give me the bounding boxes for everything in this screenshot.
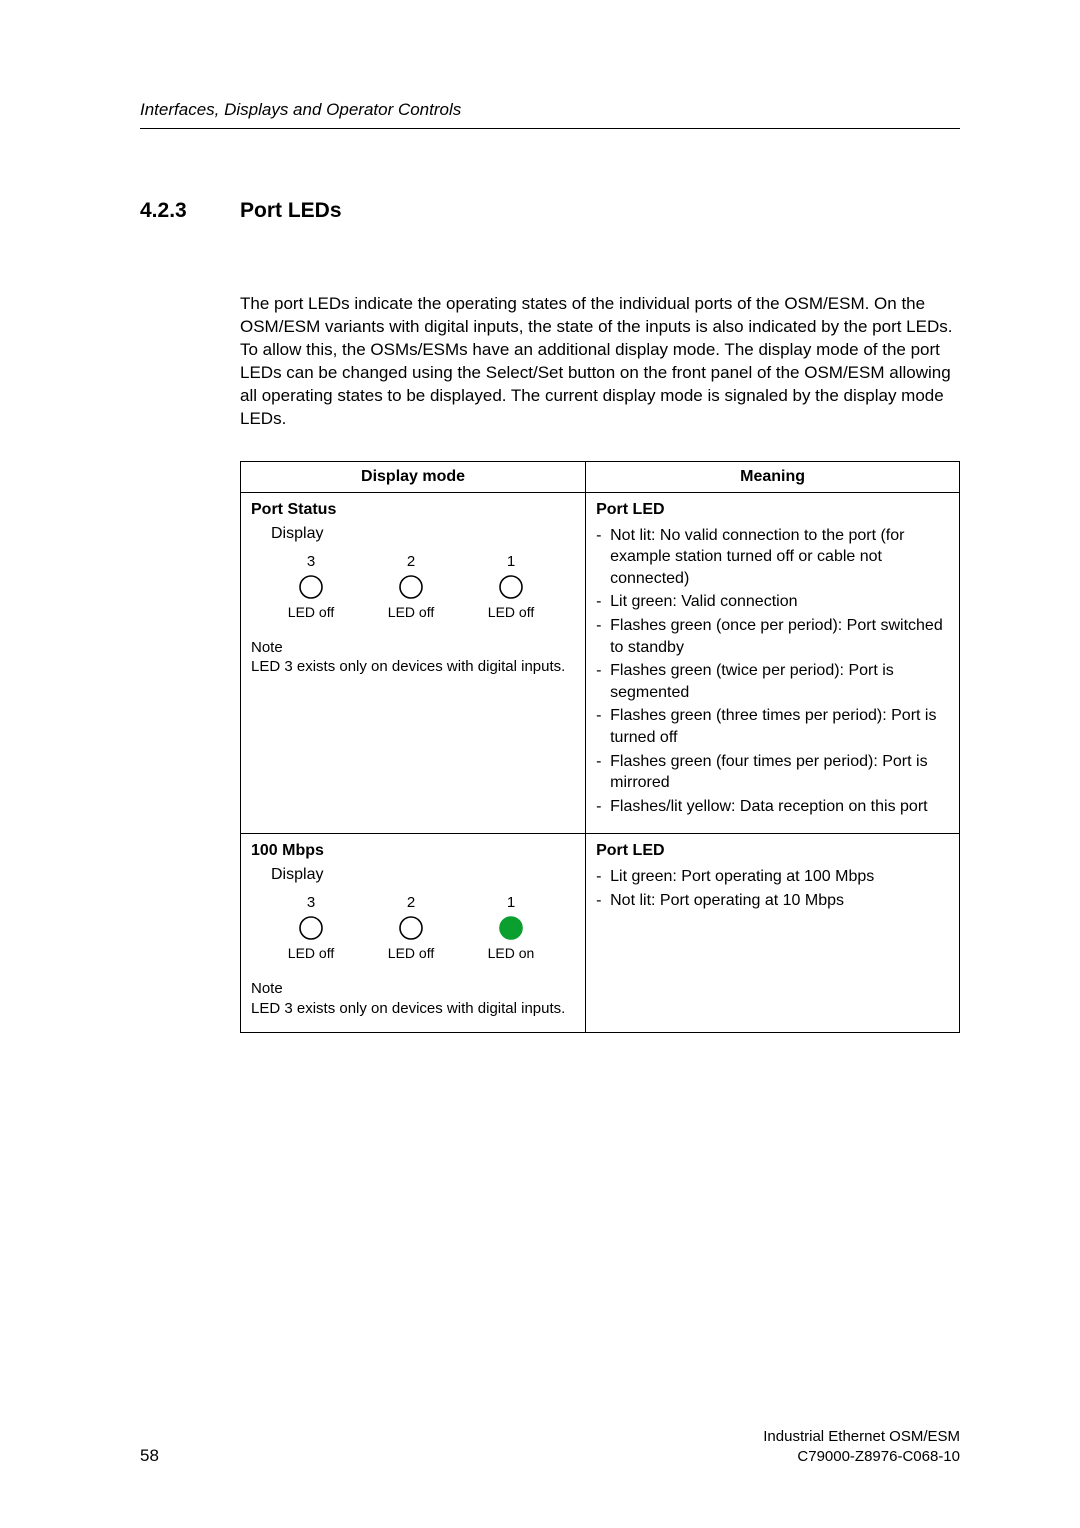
led-number: 1 <box>507 894 515 911</box>
meaning-item: -Flashes green (twice per period): Port … <box>596 660 949 703</box>
note-block: Note LED 3 exists only on devices with d… <box>251 979 575 1018</box>
led-row: 3 LED off 2 LED off 1 LED off <box>281 553 575 620</box>
led-caption: LED off <box>288 604 334 620</box>
note-label: Note <box>251 638 575 658</box>
led-icon <box>498 915 524 941</box>
led-icon <box>398 574 424 600</box>
display-label: Display <box>271 866 575 884</box>
meaning-text: Not lit: No valid connection to the port… <box>610 525 949 590</box>
led-icon <box>498 574 524 600</box>
dash-icon: - <box>596 615 610 658</box>
table-header-meaning: Meaning <box>586 461 960 492</box>
section-heading: 4.2.3Port LEDs <box>140 199 960 223</box>
section-number: 4.2.3 <box>140 199 240 223</box>
page-footer: 58 Industrial Ethernet OSM/ESM C79000-Z8… <box>140 1427 960 1466</box>
section-title: Port LEDs <box>240 199 342 222</box>
led-column: 3 LED off <box>281 553 341 620</box>
led-column: 3 LED off <box>281 894 341 961</box>
table-header-row: Display mode Meaning <box>241 461 960 492</box>
mode-title: Port Status <box>251 501 575 519</box>
led-caption: LED off <box>388 945 434 961</box>
dash-icon: - <box>596 525 610 590</box>
display-mode-table: Display mode Meaning Port Status Display… <box>240 461 960 1034</box>
note-block: Note LED 3 exists only on devices with d… <box>251 638 575 677</box>
display-mode-cell: Port Status Display 3 LED off 2 LED off … <box>241 492 586 834</box>
footer-docid: C79000-Z8976-C068-10 <box>763 1447 960 1467</box>
meaning-item: -Flashes green (four times per period): … <box>596 751 949 794</box>
led-icon <box>298 574 324 600</box>
meaning-text: Flashes green (once per period): Port sw… <box>610 615 949 658</box>
led-icon <box>398 915 424 941</box>
meaning-item: -Flashes/lit yellow: Data reception on t… <box>596 796 949 818</box>
meaning-text: Flashes green (twice per period): Port i… <box>610 660 949 703</box>
dash-icon: - <box>596 796 610 818</box>
meaning-text: Flashes/lit yellow: Data reception on th… <box>610 796 949 818</box>
content-block: The port LEDs indicate the operating sta… <box>240 293 960 1033</box>
led-column: 2 LED off <box>381 553 441 620</box>
display-mode-cell: 100 Mbps Display 3 LED off 2 LED off 1 L… <box>241 834 586 1033</box>
led-column: 1 LED off <box>481 553 541 620</box>
meaning-cell: Port LED -Not lit: No valid connection t… <box>586 492 960 834</box>
led-caption: LED on <box>488 945 535 961</box>
led-number: 2 <box>407 894 415 911</box>
meaning-item: -Lit green: Port operating at 100 Mbps <box>596 866 949 888</box>
display-label: Display <box>271 525 575 543</box>
led-number: 3 <box>307 553 315 570</box>
meaning-title: Port LED <box>596 501 949 519</box>
led-row: 3 LED off 2 LED off 1 LED on <box>281 894 575 961</box>
page: Interfaces, Displays and Operator Contro… <box>0 0 1080 1528</box>
note-text: LED 3 exists only on devices with digita… <box>251 657 575 677</box>
led-column: 1 LED on <box>481 894 541 961</box>
dash-icon: - <box>596 866 610 888</box>
led-caption: LED off <box>488 604 534 620</box>
meaning-text: Lit green: Valid connection <box>610 591 949 613</box>
dash-icon: - <box>596 890 610 912</box>
meaning-item: -Flashes green (once per period): Port s… <box>596 615 949 658</box>
meaning-item: -Flashes green (three times per period):… <box>596 705 949 748</box>
meaning-item: -Lit green: Valid connection <box>596 591 949 613</box>
running-head: Interfaces, Displays and Operator Contro… <box>140 100 960 129</box>
meaning-list: -Not lit: No valid connection to the por… <box>596 525 949 818</box>
table-row: 100 Mbps Display 3 LED off 2 LED off 1 L… <box>241 834 960 1033</box>
meaning-cell: Port LED -Lit green: Port operating at 1… <box>586 834 960 1033</box>
led-caption: LED off <box>288 945 334 961</box>
intro-paragraph: The port LEDs indicate the operating sta… <box>240 293 960 431</box>
meaning-text: Flashes green (three times per period): … <box>610 705 949 748</box>
meaning-text: Not lit: Port operating at 10 Mbps <box>610 890 949 912</box>
footer-right: Industrial Ethernet OSM/ESM C79000-Z8976… <box>763 1427 960 1466</box>
mode-title: 100 Mbps <box>251 842 575 860</box>
led-number: 2 <box>407 553 415 570</box>
meaning-text: Flashes green (four times per period): P… <box>610 751 949 794</box>
led-number: 1 <box>507 553 515 570</box>
meaning-title: Port LED <box>596 842 949 860</box>
led-column: 2 LED off <box>381 894 441 961</box>
table-header-display-mode: Display mode <box>241 461 586 492</box>
meaning-item: -Not lit: No valid connection to the por… <box>596 525 949 590</box>
dash-icon: - <box>596 660 610 703</box>
meaning-list: -Lit green: Port operating at 100 Mbps-N… <box>596 866 949 911</box>
footer-product: Industrial Ethernet OSM/ESM <box>763 1427 960 1447</box>
table-row: Port Status Display 3 LED off 2 LED off … <box>241 492 960 834</box>
led-number: 3 <box>307 894 315 911</box>
note-text: LED 3 exists only on devices with digita… <box>251 999 575 1019</box>
dash-icon: - <box>596 591 610 613</box>
note-label: Note <box>251 979 575 999</box>
dash-icon: - <box>596 751 610 794</box>
table-body: Port Status Display 3 LED off 2 LED off … <box>241 492 960 1033</box>
led-icon <box>298 915 324 941</box>
meaning-item: -Not lit: Port operating at 10 Mbps <box>596 890 949 912</box>
led-caption: LED off <box>388 604 434 620</box>
page-number: 58 <box>140 1446 159 1466</box>
meaning-text: Lit green: Port operating at 100 Mbps <box>610 866 949 888</box>
dash-icon: - <box>596 705 610 748</box>
